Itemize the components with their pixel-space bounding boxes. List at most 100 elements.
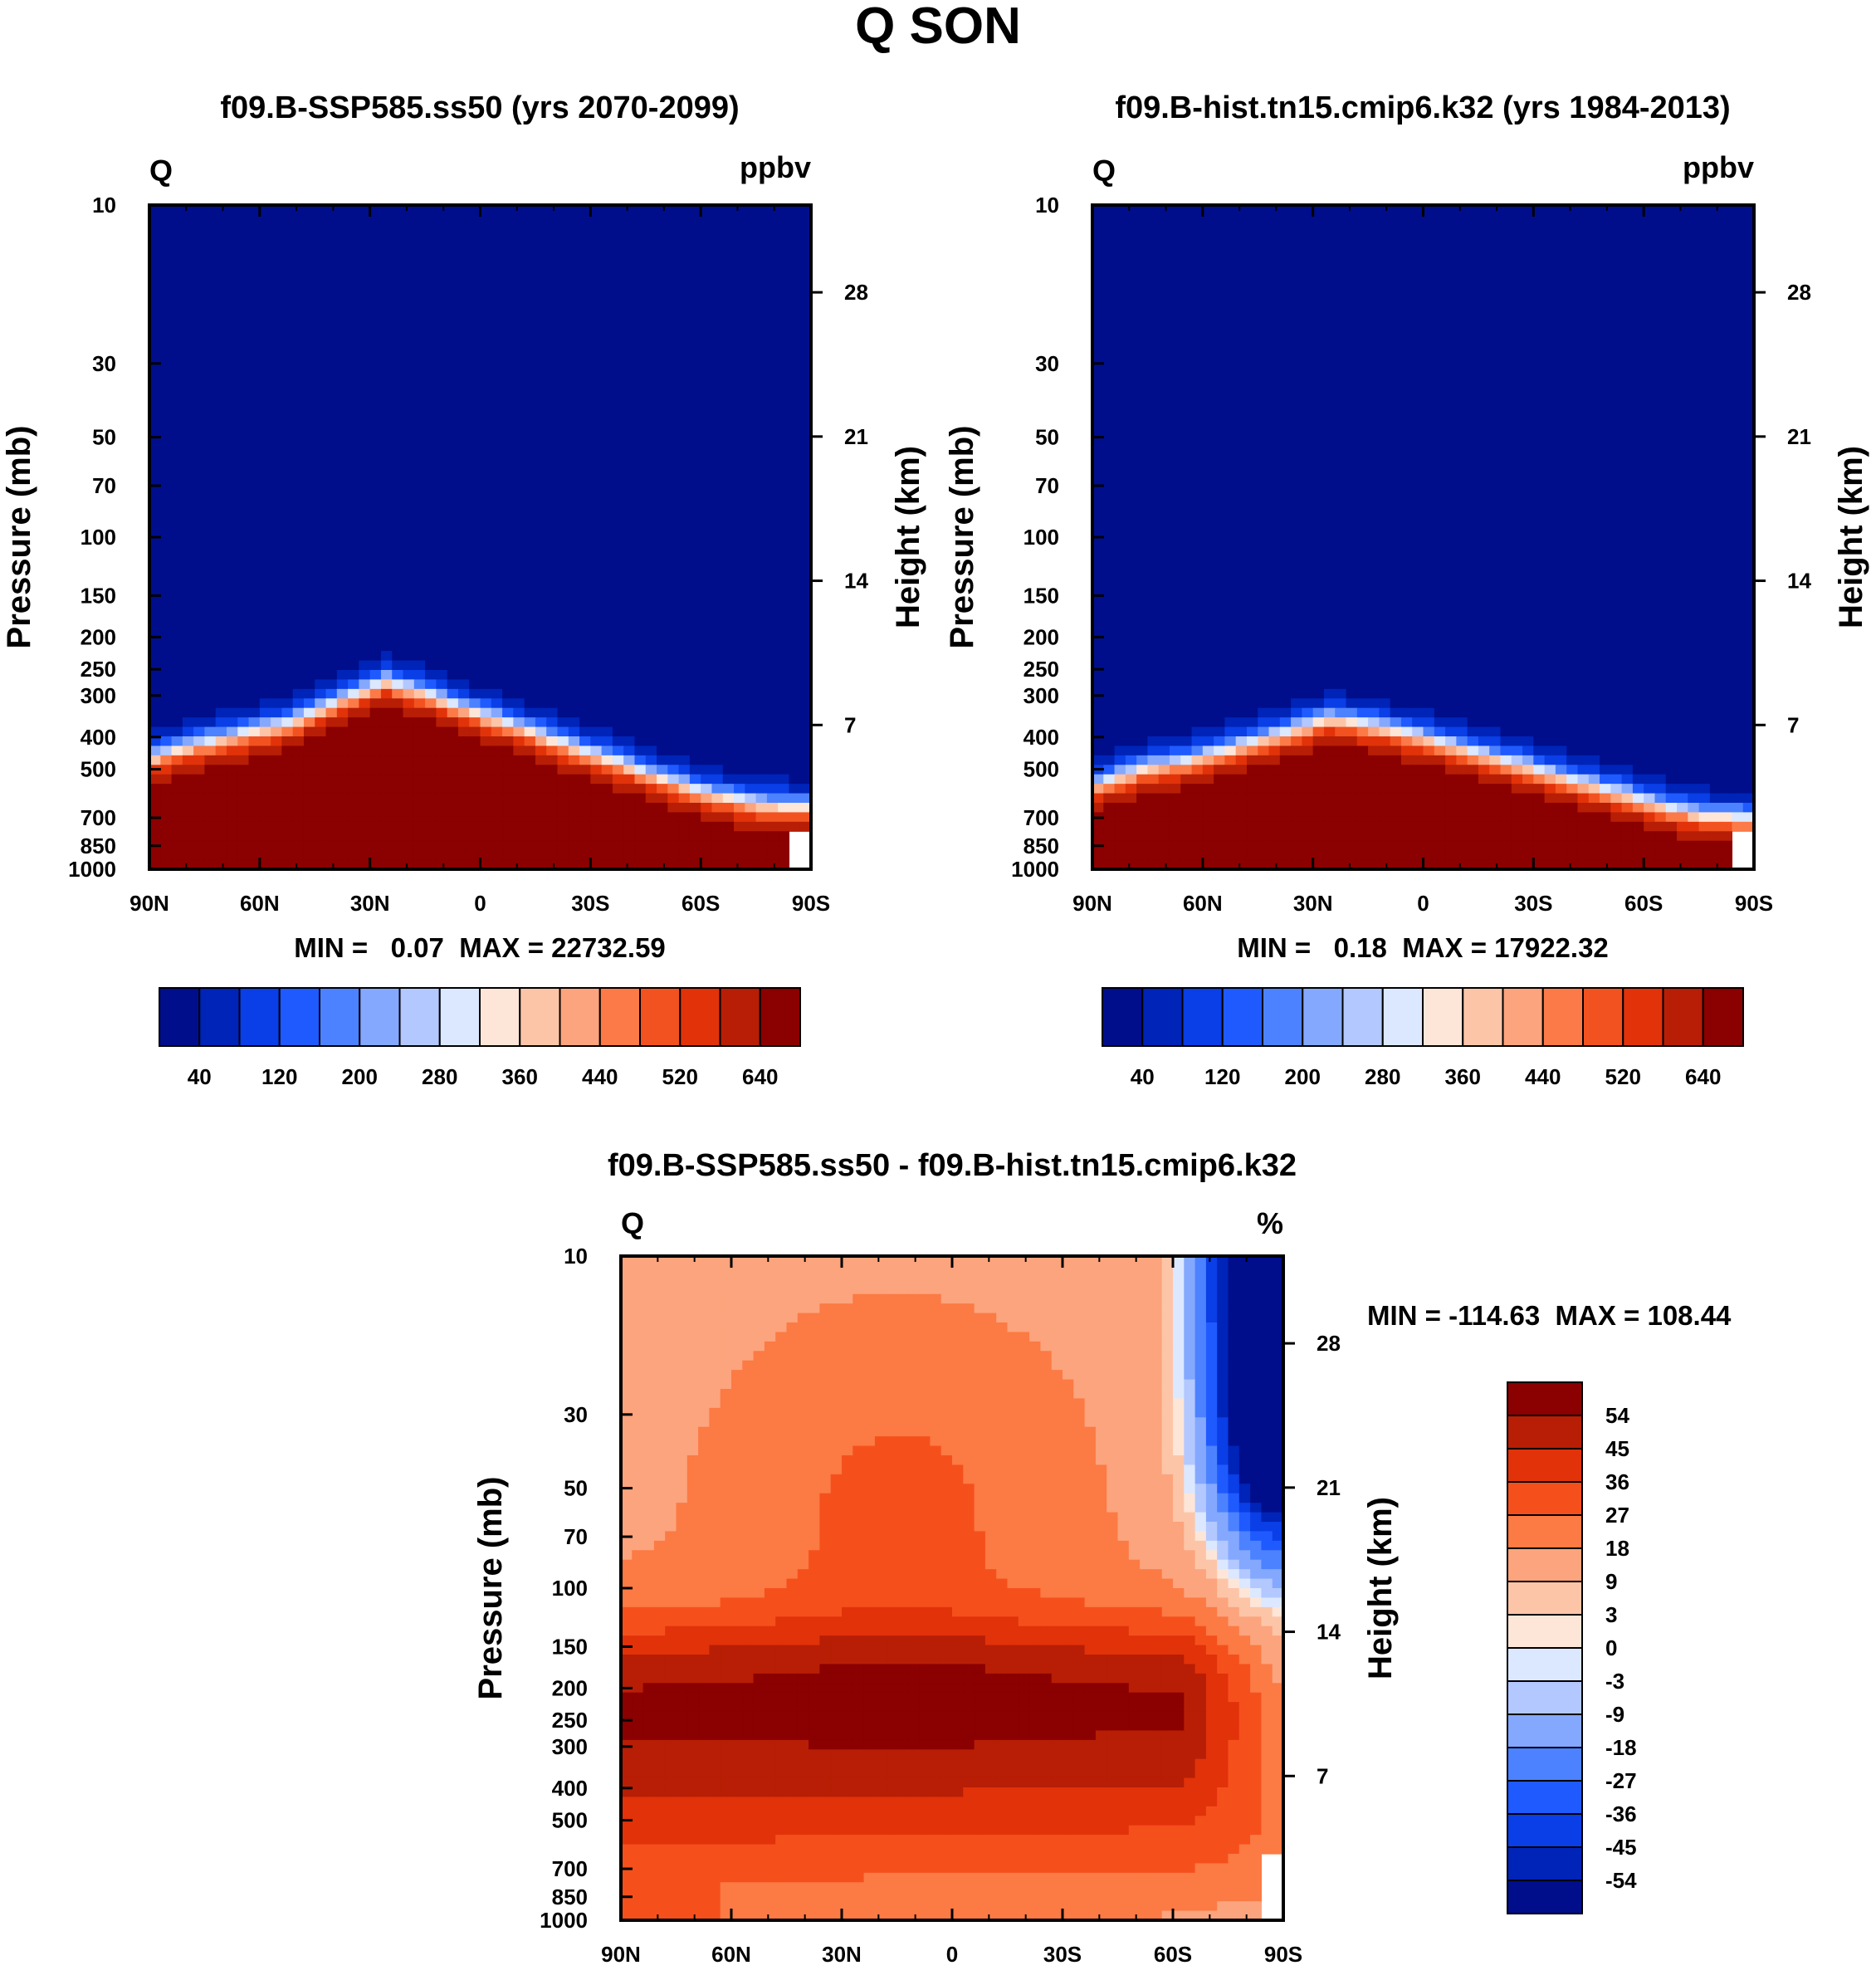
contour-cell (215, 300, 227, 310)
contour-cell (1323, 214, 1336, 225)
contour-cell (392, 347, 404, 358)
contour-cell (303, 328, 315, 339)
contour-cell (634, 546, 647, 557)
contour-cell (755, 698, 768, 709)
contour-cell (502, 356, 514, 367)
contour-cell (182, 271, 194, 282)
contour-cell (711, 707, 724, 718)
contour-cell (1125, 242, 1137, 253)
contour-cell (204, 831, 217, 842)
contour-cell (336, 214, 349, 225)
contour-cell (1555, 214, 1567, 225)
contour-cell (678, 262, 691, 272)
contour-cell (766, 385, 779, 396)
contour-cell (778, 574, 790, 585)
contour-cell (1158, 281, 1170, 291)
contour-cell (535, 670, 547, 681)
contour-cell (623, 774, 636, 785)
contour-cell (480, 831, 492, 842)
contour-cell (469, 205, 481, 216)
contour-cell (204, 803, 217, 814)
contour-cell (204, 651, 217, 662)
contour-cell (369, 755, 382, 765)
contour-cell (281, 774, 294, 785)
pressure-tick-label: 150 (81, 583, 116, 608)
contour-cell (336, 698, 349, 709)
contour-cell (502, 527, 514, 538)
contour-cell (623, 641, 636, 652)
contour-cell (436, 688, 448, 699)
contour-cell (315, 755, 327, 765)
contour-cell (1214, 233, 1225, 244)
contour-cell (799, 632, 811, 643)
panel-future-field (149, 205, 811, 869)
contour-cell (1400, 252, 1413, 263)
contour-cell (590, 632, 603, 643)
contour-cell (678, 508, 691, 519)
contour-cell (281, 205, 294, 216)
contour-cell (546, 622, 559, 633)
contour-cell (524, 214, 536, 225)
contour-cell (392, 366, 404, 377)
contour-cell (745, 413, 757, 424)
contour-cell (711, 803, 724, 814)
contour-cell (1368, 242, 1380, 253)
contour-cell (1169, 242, 1181, 253)
contour-cell (259, 356, 271, 367)
contour-cell (1191, 300, 1204, 310)
contour-cell (436, 793, 448, 804)
contour-cell (149, 537, 161, 548)
contour-cell (281, 584, 294, 595)
contour-cell (171, 262, 183, 272)
contour-cell (701, 604, 713, 614)
contour-cell (292, 755, 305, 765)
contour-cell (590, 859, 603, 869)
contour-cell (315, 480, 327, 491)
contour-cell (766, 242, 779, 253)
contour-cell (160, 651, 173, 662)
contour-cell (745, 375, 757, 386)
contour-cell (557, 499, 569, 510)
contour-cell (237, 223, 250, 234)
contour-cell (590, 537, 603, 548)
contour-cell (480, 262, 492, 272)
contour-cell (645, 347, 657, 358)
contour-cell (259, 338, 271, 349)
contour-cell (1356, 214, 1369, 225)
contour-cell (271, 793, 282, 804)
contour-cell (336, 281, 349, 291)
contour-cell (359, 309, 371, 320)
contour-cell (359, 765, 371, 775)
contour-cell (689, 489, 701, 500)
contour-cell (182, 471, 194, 482)
contour-cell (182, 765, 194, 775)
contour-cell (579, 433, 591, 443)
contour-cell (193, 385, 206, 396)
contour-cell (634, 565, 647, 576)
contour-cell (204, 641, 217, 652)
contour-cell (369, 793, 382, 804)
contour-cell (436, 518, 448, 529)
contour-cell (413, 812, 426, 823)
contour-cell (315, 555, 327, 566)
contour-cell (182, 746, 194, 756)
contour-cell (447, 347, 459, 358)
contour-cell (766, 499, 779, 510)
contour-cell (1478, 281, 1490, 291)
contour-cell (480, 698, 492, 709)
contour-cell (557, 821, 569, 832)
contour-cell (403, 433, 415, 443)
contour-cell (766, 480, 779, 491)
contour-cell (667, 594, 680, 604)
contour-cell (303, 736, 315, 747)
contour-cell (447, 356, 459, 367)
contour-cell (590, 821, 603, 832)
contour-cell (778, 660, 790, 671)
contour-cell (248, 366, 261, 377)
contour-cell (612, 518, 624, 529)
contour-cell (799, 433, 811, 443)
contour-cell (722, 736, 735, 747)
contour-cell (259, 290, 271, 301)
contour-cell (237, 831, 250, 842)
contour-cell (546, 755, 559, 765)
